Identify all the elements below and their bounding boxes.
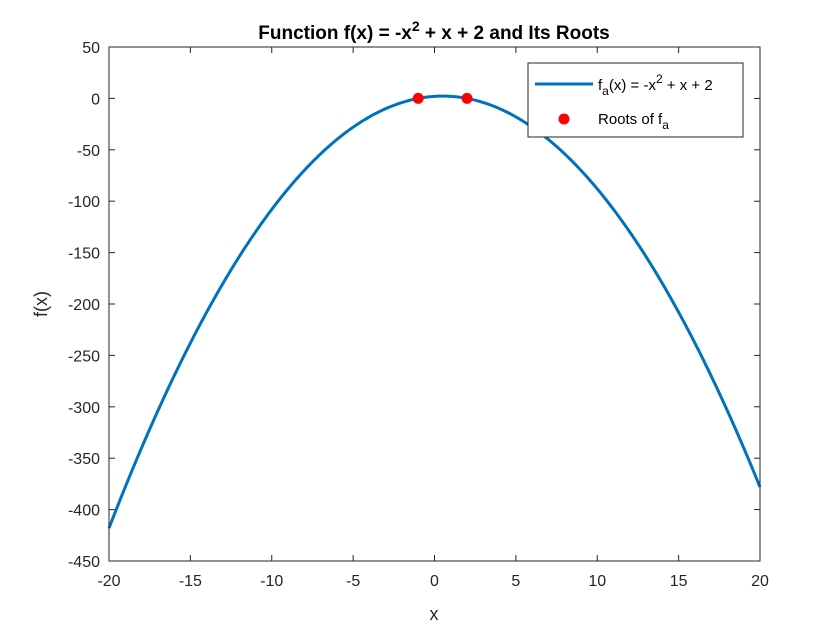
x-axis-label: x — [430, 604, 439, 624]
legend-curve-superscript: 2 — [656, 72, 663, 86]
y-tick-label: 50 — [82, 40, 100, 57]
y-axis-label: f(x) — [31, 291, 51, 317]
chart-title: Function f(x) = -x2 + x + 2 and Its Root… — [258, 18, 609, 44]
x-tick-label: 15 — [670, 573, 688, 590]
chart-title-main: Function f(x) = -x — [258, 23, 412, 44]
series-line-fa — [107, 94, 762, 529]
y-tick-label: 0 — [91, 91, 100, 108]
legend: fa(x) = -x2 + x + 2 Roots of fa — [527, 62, 744, 138]
root-point — [412, 92, 424, 104]
tick-layer: -20 -15 -10 -5 0 5 10 15 20-450-400-350-300-250-… — [68, 40, 769, 590]
y-tick-label: -300 — [68, 400, 100, 417]
x-tick-label: 20 — [751, 573, 769, 590]
legend-marker-swatch — [558, 113, 570, 125]
root-point — [461, 92, 473, 104]
y-tick-label: -200 — [68, 297, 100, 314]
legend-curve-f: f — [598, 77, 603, 94]
legend-roots-subscript: a — [662, 118, 669, 132]
x-tick-label: 10 — [588, 573, 606, 590]
data-layer — [107, 92, 762, 529]
legend-curve-tail: + x + 2 — [663, 77, 713, 94]
x-tick-label: 5 — [511, 573, 520, 590]
y-tick-label: -100 — [68, 194, 100, 211]
x-tick-label: 0 — [430, 573, 439, 590]
y-tick-label: -450 — [68, 554, 100, 571]
y-tick-label: -50 — [77, 143, 100, 160]
chart-title-superscript: 2 — [412, 18, 420, 34]
legend-box — [527, 62, 744, 138]
legend-entry-roots: Roots of fa — [598, 111, 669, 132]
y-tick-label: -150 — [68, 246, 100, 263]
y-tick-label: -400 — [68, 503, 100, 520]
x-tick-label: -5 — [346, 573, 360, 590]
legend-roots-text: Roots of f — [598, 111, 663, 128]
legend-curve-subscript: a — [602, 84, 609, 98]
legend-curve-mid: (x) = -x — [609, 77, 657, 94]
x-tick-label: -15 — [179, 573, 202, 590]
chart-title-rest: + x + 2 and Its Roots — [420, 23, 610, 44]
y-tick-label: -250 — [68, 348, 100, 365]
x-tick-label: -20 — [97, 573, 120, 590]
x-tick-label: -10 — [260, 573, 283, 590]
y-tick-label: -350 — [68, 451, 100, 468]
legend-entry-curve: fa(x) = -x2 + x + 2 — [598, 72, 713, 98]
